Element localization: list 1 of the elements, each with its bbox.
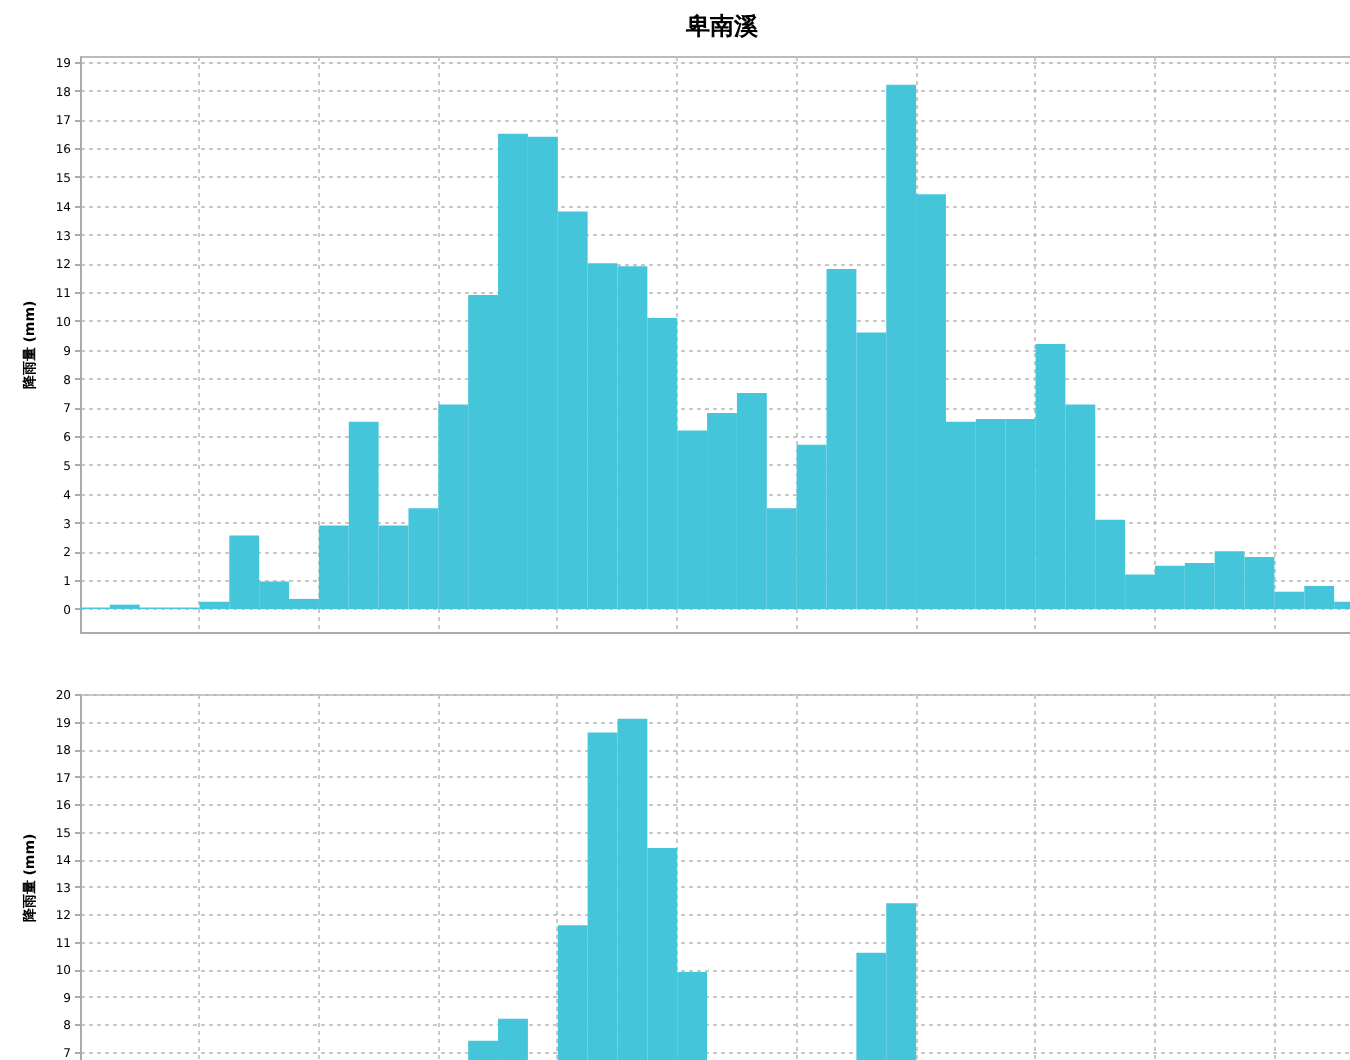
chart-title: 卑南溪 [684, 11, 760, 40]
